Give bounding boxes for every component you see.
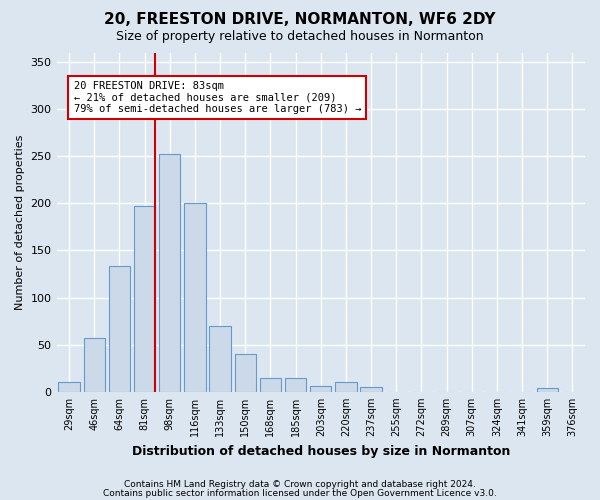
Y-axis label: Number of detached properties: Number of detached properties <box>15 134 25 310</box>
Bar <box>361 387 382 392</box>
Text: 20 FREESTON DRIVE: 83sqm
← 21% of detached houses are smaller (209)
79% of semi-: 20 FREESTON DRIVE: 83sqm ← 21% of detach… <box>74 81 361 114</box>
Text: Contains HM Land Registry data © Crown copyright and database right 2024.: Contains HM Land Registry data © Crown c… <box>124 480 476 489</box>
Text: 20, FREESTON DRIVE, NORMANTON, WF6 2DY: 20, FREESTON DRIVE, NORMANTON, WF6 2DY <box>104 12 496 28</box>
Bar <box>159 154 181 392</box>
Text: Contains public sector information licensed under the Open Government Licence v3: Contains public sector information licen… <box>103 488 497 498</box>
Bar <box>285 378 307 392</box>
Bar <box>536 388 558 392</box>
Bar <box>235 354 256 392</box>
X-axis label: Distribution of detached houses by size in Normanton: Distribution of detached houses by size … <box>131 444 510 458</box>
Bar <box>310 386 331 392</box>
Bar <box>134 206 155 392</box>
Text: Size of property relative to detached houses in Normanton: Size of property relative to detached ho… <box>116 30 484 43</box>
Bar <box>58 382 80 392</box>
Bar <box>184 204 206 392</box>
Bar <box>109 266 130 392</box>
Bar <box>209 326 231 392</box>
Bar <box>260 378 281 392</box>
Bar <box>83 338 105 392</box>
Bar <box>335 382 356 392</box>
